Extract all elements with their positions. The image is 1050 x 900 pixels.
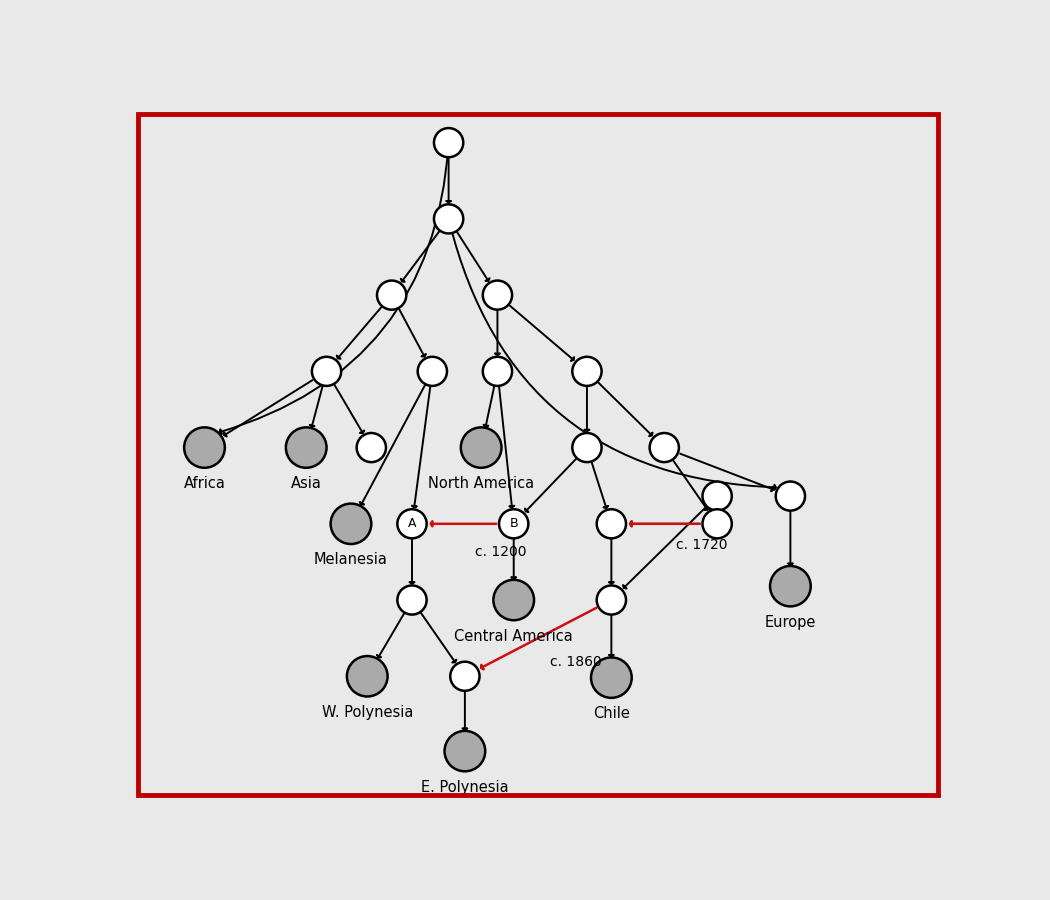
Ellipse shape	[702, 482, 732, 510]
Ellipse shape	[499, 509, 528, 538]
Ellipse shape	[572, 433, 602, 462]
Ellipse shape	[434, 204, 463, 233]
Text: A: A	[407, 518, 416, 530]
Text: Chile: Chile	[593, 706, 630, 721]
Text: Asia: Asia	[291, 476, 321, 491]
Ellipse shape	[286, 428, 327, 468]
Ellipse shape	[397, 509, 426, 538]
Text: c. 1720: c. 1720	[676, 537, 728, 552]
Ellipse shape	[650, 433, 679, 462]
Ellipse shape	[184, 428, 225, 468]
Text: Melanesia: Melanesia	[314, 553, 387, 567]
Ellipse shape	[770, 566, 811, 607]
Text: North America: North America	[428, 476, 534, 491]
Text: c. 1200: c. 1200	[475, 544, 526, 559]
Text: Europe: Europe	[764, 615, 816, 630]
Text: E. Polynesia: E. Polynesia	[421, 779, 508, 795]
Ellipse shape	[483, 356, 512, 386]
Ellipse shape	[357, 433, 386, 462]
Ellipse shape	[702, 509, 732, 538]
Text: B: B	[509, 518, 518, 530]
Text: W. Polynesia: W. Polynesia	[321, 705, 413, 720]
Ellipse shape	[434, 128, 463, 158]
Ellipse shape	[572, 356, 602, 386]
Ellipse shape	[331, 504, 372, 544]
Text: c. 1860: c. 1860	[550, 655, 602, 670]
Text: Central America: Central America	[455, 628, 573, 644]
Ellipse shape	[483, 281, 512, 310]
Ellipse shape	[346, 656, 387, 697]
Ellipse shape	[596, 586, 626, 615]
Ellipse shape	[418, 356, 447, 386]
Ellipse shape	[494, 580, 534, 620]
Text: Africa: Africa	[184, 476, 226, 491]
Ellipse shape	[312, 356, 341, 386]
Ellipse shape	[450, 662, 480, 691]
Ellipse shape	[596, 509, 626, 538]
Ellipse shape	[377, 281, 406, 310]
Ellipse shape	[444, 731, 485, 771]
Ellipse shape	[591, 657, 632, 698]
Ellipse shape	[397, 586, 426, 615]
Ellipse shape	[461, 428, 502, 468]
Ellipse shape	[776, 482, 805, 510]
